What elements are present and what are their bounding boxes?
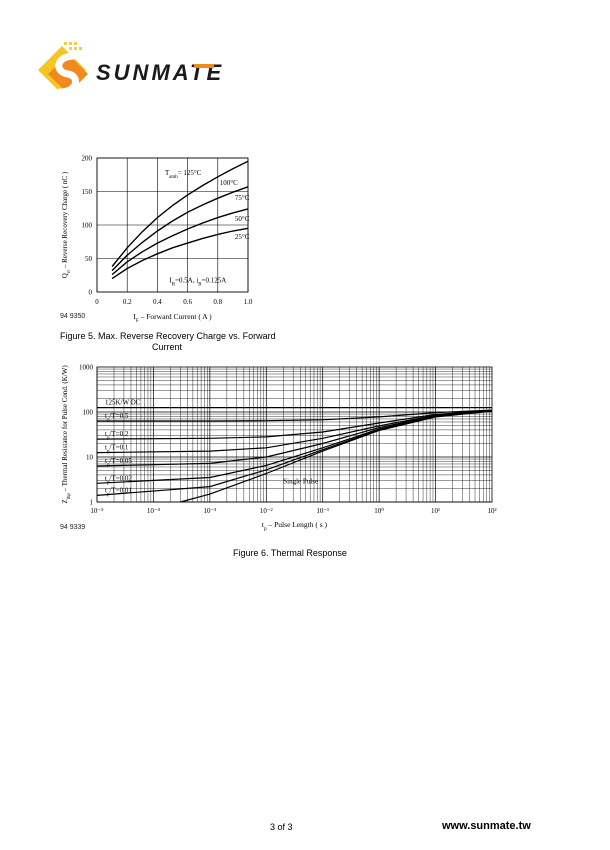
figure-6-series-label: tp/T=0.02 <box>105 474 132 485</box>
figure-6-y-tick-label: 1000 <box>79 364 94 372</box>
figure-5-x-tick-label: 0.8 <box>213 298 222 306</box>
figure-5-series-line <box>111 227 249 280</box>
figure-6-frame <box>96 366 493 503</box>
figure-6-x-tick-label: 10⁰ <box>374 507 384 515</box>
figure-6-y-tick-label: 100 <box>83 409 94 417</box>
figure-6-series-label: tp/T=0.1 <box>105 444 129 455</box>
figure-5-series-label: 75°C <box>235 194 250 202</box>
figure-5-x-axis-label: IF – Forward Current ( A ) <box>133 312 212 324</box>
figure-5-series-line <box>111 160 249 267</box>
figure-6-series-line <box>97 409 493 422</box>
figure-6-y-tick-label: 1 <box>90 499 94 507</box>
figure-5-y-tick-label: 150 <box>82 188 93 196</box>
figure-5-x-tick-label: 1.0 <box>244 298 253 306</box>
figure-5-condition-annotation: IR=0.5A, iR=0.125A <box>169 277 226 288</box>
figure-6-series-label: 125K/W DC <box>105 399 141 407</box>
figure-6-series-label: tp/T=0.01 <box>105 486 132 497</box>
figure-6-x-tick-label: 10⁻³ <box>203 507 216 515</box>
figure-5-y-tick-label: 200 <box>82 155 93 163</box>
figure-5-y-tick-label: 50 <box>85 255 93 263</box>
footer-url: www.sunmate.tw <box>442 820 531 832</box>
figure-6-y-tick-label: 10 <box>86 454 94 462</box>
figure-6-series-label: tp/T=0.2 <box>105 430 129 441</box>
figure-5-x-tick-label: 0.4 <box>153 298 162 306</box>
figure-5-caption-line1: Figure 5. Max. Reverse Recovery Charge v… <box>60 331 276 341</box>
logo-mark <box>38 42 88 96</box>
figure-5-y-axis-label: Qrr – Reverse Recovery Charge ( nC ) <box>61 171 72 278</box>
page-number: 3 of 3 <box>270 822 293 832</box>
figure-6-x-tick-label: 10⁻² <box>260 507 273 515</box>
figure-6-x-tick-label: 10⁻⁵ <box>90 507 104 515</box>
figure-5-x-tick-label: 0 <box>95 298 99 306</box>
figure-5-series-line <box>111 208 249 276</box>
figure-6-series-line <box>180 410 493 503</box>
figure-6-x-axis-label: tp – Pulse Length ( s ) <box>262 520 328 532</box>
figure-5-series-label: 50°C <box>235 215 250 223</box>
figure-6-series-label: tp/T=0.05 <box>105 457 132 468</box>
figure-5-caption-line2: Current <box>152 342 183 352</box>
figure-6-x-tick-label: 10² <box>487 507 496 515</box>
logo-wordmark: SUNMATE <box>96 60 224 85</box>
figure-5-tamb-annotation: Tamb= 125°C <box>165 169 202 180</box>
figure-5-chart: 0 0.2 0.4 0.6 0.8 1.0 0 50 100 150 200 100°C 75°C 50°… <box>61 155 253 325</box>
figure-6-x-tick-label: 10⁻⁴ <box>147 507 161 515</box>
figure-6-y-axis-label: Zthp – Thermal Resistance for Pulse Cond… <box>61 365 72 504</box>
figure-6-id: 94 9339 <box>60 524 86 531</box>
figure-5-x-tick-label: 0.2 <box>123 298 132 306</box>
figure-5-x-tick-label: 0.6 <box>183 298 192 306</box>
sunmate-logo: SUNMATE <box>38 42 224 96</box>
figure-6-caption: Figure 6. Thermal Response <box>233 548 347 558</box>
figure-5-series-line <box>111 186 249 272</box>
figure-5-y-tick-label: 0 <box>89 289 93 297</box>
figure-6-series-label: tp/T=0.5 <box>105 412 129 423</box>
figure-6-x-tick-label: 10⁻¹ <box>316 507 329 515</box>
figure-5-frame <box>96 157 249 293</box>
figure-5-id: 94 9350 <box>60 313 86 320</box>
figure-5-series-label: 25°C <box>235 233 250 241</box>
figure-5-y-tick-label: 100 <box>82 222 93 230</box>
figure-6-x-tick-label: 10¹ <box>431 507 440 515</box>
figure-5-series-label: 100°C <box>220 179 238 187</box>
figure-6-series-line <box>96 409 493 440</box>
figure-6-chart: 10⁻⁵ 10⁻⁴ 10⁻³ 10⁻² 10⁻¹ 10⁰ 10¹ 10² 1 10 100 1000 1… <box>61 364 497 533</box>
figure-6-series-label: Single Pulse <box>283 477 318 485</box>
